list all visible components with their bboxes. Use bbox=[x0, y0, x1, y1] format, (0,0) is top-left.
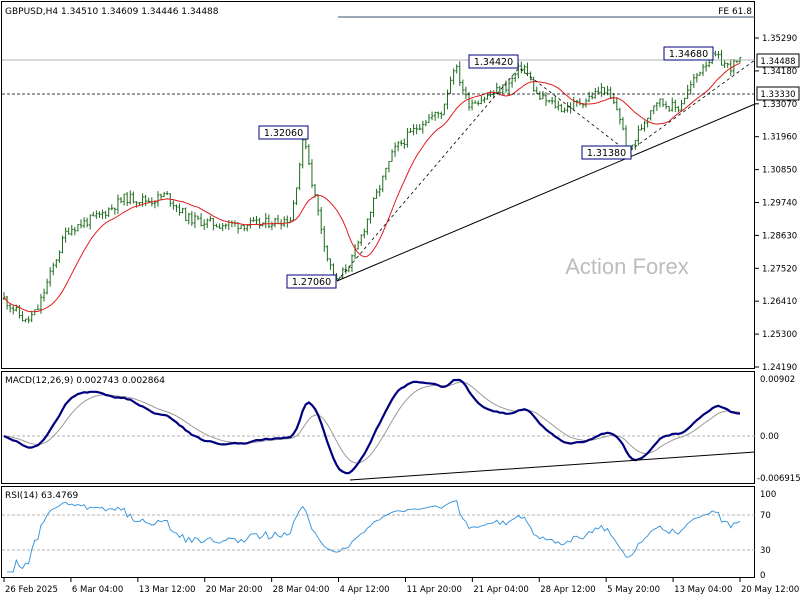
macd-tick-high: 0.00902 bbox=[760, 375, 795, 385]
price-tick-label: 1.28630 bbox=[762, 231, 797, 241]
rsi-tick-70: 70 bbox=[760, 511, 771, 521]
time-tick-label: 5 May 20:00 bbox=[607, 585, 660, 595]
swing-label-2: 1.32060 bbox=[258, 125, 309, 140]
swing-label-4-text: 1.31380 bbox=[587, 148, 626, 159]
time-tick-label: 6 Mar 04:00 bbox=[72, 585, 123, 595]
price-tick-label: 1.34180 bbox=[762, 67, 797, 77]
macd-axis: 0.00902 0.00 -0.006915 bbox=[757, 375, 800, 484]
rsi-axis: 100 70 30 0 bbox=[760, 490, 776, 581]
swing-label-5: 1.34680 bbox=[663, 46, 714, 61]
macd-tick-zero: 0.00 bbox=[760, 432, 779, 442]
moving-average-line bbox=[3, 62, 741, 313]
current-price-tag: 1.34488 bbox=[756, 53, 800, 68]
swing-label-3-text: 1.34420 bbox=[474, 57, 513, 68]
chart-symbol-header: GBPUSD,H4 1.34510 1.34609 1.34446 1.3448… bbox=[5, 7, 219, 17]
time-tick-label: 21 Apr 04:00 bbox=[473, 585, 528, 595]
time-tick-label: 4 Apr 12:00 bbox=[340, 585, 390, 595]
swing-label-2-text: 1.32060 bbox=[264, 128, 303, 139]
time-tick-label: 11 Apr 20:00 bbox=[406, 585, 461, 595]
current-price-text: 1.34488 bbox=[760, 57, 795, 67]
time-tick-label: 28 Apr 12:00 bbox=[540, 585, 595, 595]
rsi-tick-100: 100 bbox=[760, 490, 776, 500]
swing-label-5-text: 1.34680 bbox=[669, 49, 708, 60]
fib-projection-path bbox=[336, 59, 756, 282]
price-tick-label: 1.35290 bbox=[762, 34, 797, 44]
time-tick-label: 20 Mar 20:00 bbox=[206, 585, 263, 595]
swing-label-3: 1.34420 bbox=[468, 54, 519, 69]
time-tick-label: 26 Feb 2025 bbox=[5, 585, 58, 595]
macd-signal-line bbox=[3, 381, 741, 464]
fe-label: FE 61.8 bbox=[718, 7, 752, 17]
price-tick-label: 1.31960 bbox=[762, 133, 797, 143]
rsi-line bbox=[7, 500, 741, 573]
price-tick-label: 1.30850 bbox=[762, 166, 797, 176]
macd-trendline bbox=[349, 451, 756, 481]
price-tick-label: 1.24190 bbox=[762, 363, 797, 373]
rsi-title: RSI(14) 63.4769 bbox=[5, 491, 78, 501]
price-axis: 1.35290 1.34180 1.33070 1.31960 1.30850 1.297… bbox=[755, 34, 797, 373]
price-tick-label: 1.27520 bbox=[762, 264, 797, 274]
rsi-panel bbox=[1, 486, 755, 578]
time-tick-label: 20 May 12:00 bbox=[741, 585, 799, 595]
time-tick-label: 28 Mar 04:00 bbox=[273, 585, 330, 595]
time-tick-label: 13 Mar 12:00 bbox=[139, 585, 196, 595]
price-tick-label: 1.25300 bbox=[762, 330, 797, 340]
rsi-tick-0: 0 bbox=[760, 571, 765, 581]
level-price-text: 1.33330 bbox=[760, 90, 795, 100]
rsi-tick-30: 30 bbox=[760, 546, 771, 556]
time-axis: 26 Feb 2025 6 Mar 04:00 13 Mar 12:00 20 Mar… bbox=[3, 578, 799, 595]
macd-title: MACD(12,26,9) 0.002743 0.002864 bbox=[5, 376, 165, 386]
macd-tick-low: -0.006915 bbox=[757, 474, 800, 484]
swing-label-1: 1.27060 bbox=[286, 274, 337, 289]
candles bbox=[2, 48, 742, 324]
price-panel bbox=[1, 1, 755, 369]
level-price-tag: 1.33330 bbox=[756, 86, 800, 101]
watermark: Action Forex bbox=[565, 254, 689, 279]
swing-label-4: 1.31380 bbox=[581, 145, 632, 160]
price-tick-label: 1.29740 bbox=[762, 199, 797, 209]
price-tick-label: 1.26410 bbox=[762, 297, 797, 307]
macd-main-line bbox=[3, 378, 741, 475]
support-trendline bbox=[336, 103, 756, 282]
time-tick-label: 13 May 04:00 bbox=[674, 585, 732, 595]
swing-label-1-text: 1.27060 bbox=[292, 277, 331, 288]
price-tick-label: 1.33070 bbox=[762, 100, 797, 110]
